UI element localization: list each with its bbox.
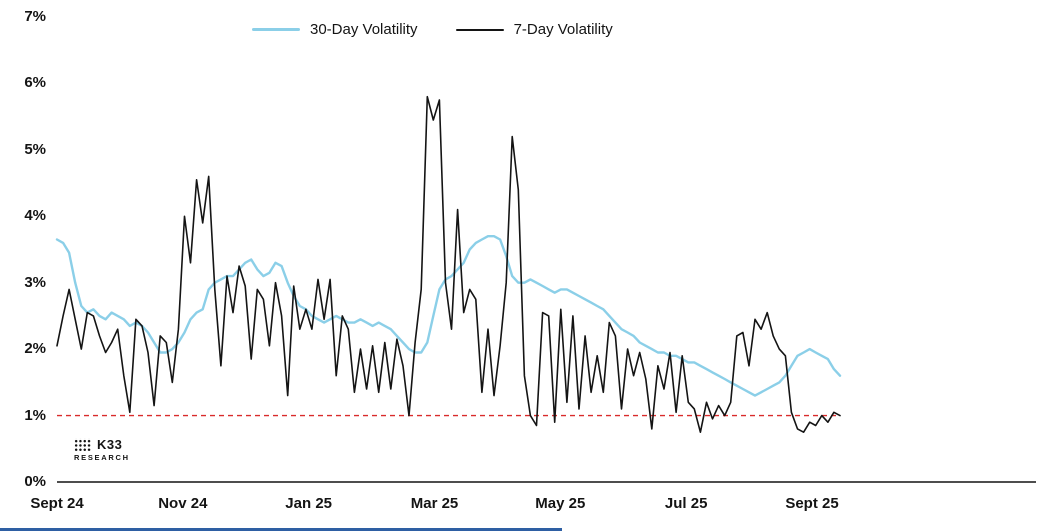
x-tick-label: May 25 — [535, 495, 586, 512]
legend-line-30d-icon — [252, 28, 300, 31]
y-tick-label: 0% — [24, 473, 46, 490]
x-tick-label: Mar 25 — [410, 495, 459, 512]
k33-dots-icon — [74, 438, 92, 451]
series-line-7d — [56, 95, 841, 434]
x-tick-label: Nov 24 — [158, 495, 208, 512]
x-tick-label: Jan 25 — [285, 495, 333, 512]
y-tick-label: 4% — [24, 207, 46, 225]
x-tick-label: Sept 25 — [785, 495, 839, 512]
k33-logo: K33 RESEARCH — [74, 437, 130, 462]
x-tick-label: Jul 25 — [664, 495, 708, 512]
bottom-accent-bar — [0, 528, 562, 531]
y-tick-label: 5% — [24, 140, 46, 158]
y-tick-label: 2% — [24, 340, 46, 358]
legend-line-7d-icon — [455, 28, 504, 31]
legend-label-7d: 7-Day Volatility — [513, 21, 613, 38]
y-tick-label: 1% — [24, 406, 46, 424]
k33-logo-research-text: RESEARCH — [74, 453, 130, 462]
k33-logo-text: K33 — [97, 437, 123, 452]
k33-logo-top: K33 — [74, 437, 130, 452]
legend-item-30d: 30-Day Volatility — [252, 21, 418, 38]
y-tick-label: 7% — [24, 8, 46, 25]
legend-label-30d: 30-Day Volatility — [310, 21, 418, 38]
legend-item-7d: 7-Day Volatility — [455, 21, 613, 38]
series-line-30d — [55, 234, 842, 397]
y-tick-label: 3% — [24, 273, 46, 291]
chart-legend: 30-Day Volatility 7-Day Volatility — [252, 21, 613, 38]
x-tick-label: Sept 24 — [30, 495, 84, 512]
y-tick-label: 6% — [24, 74, 46, 92]
